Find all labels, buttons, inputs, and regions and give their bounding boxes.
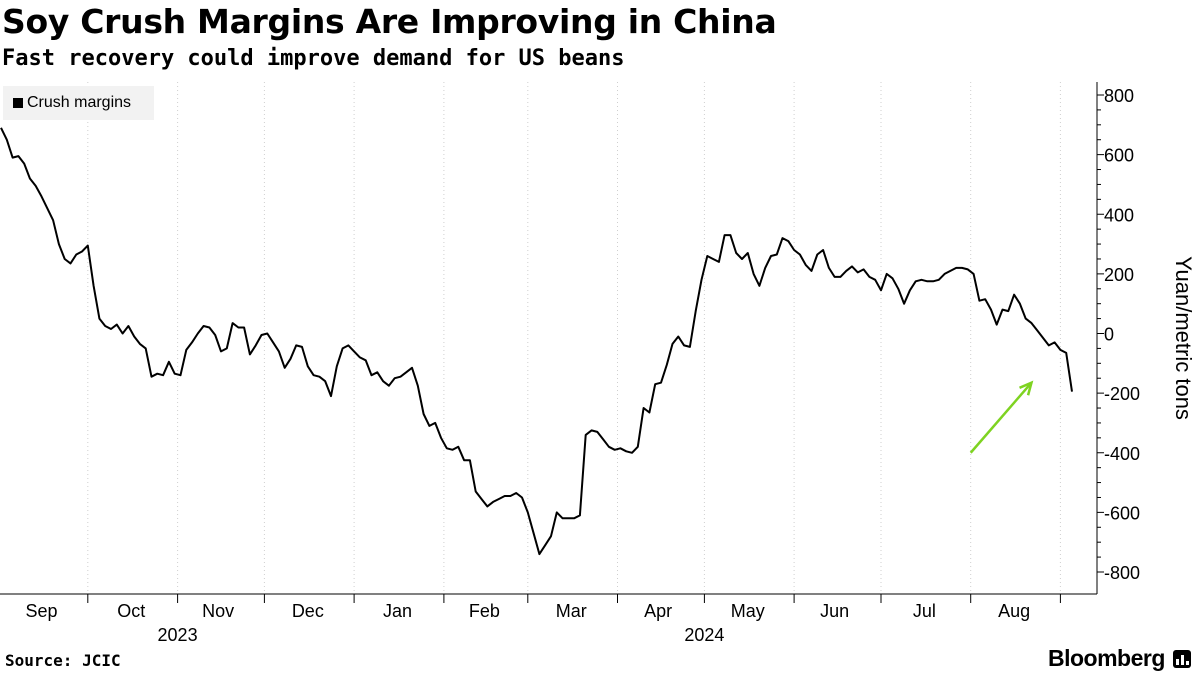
- legend-label: Crush margins: [27, 94, 132, 111]
- x-year-label: 2023: [158, 625, 198, 645]
- x-tick-label: Nov: [202, 601, 234, 621]
- legend-swatch: [13, 98, 23, 108]
- x-tick-label: Sep: [26, 601, 58, 621]
- chart-title: Soy Crush Margins Are Improving in China: [2, 2, 777, 41]
- x-tick-label: Aug: [998, 601, 1030, 621]
- y-tick-label: 600: [1104, 146, 1134, 166]
- upward-trend-arrow-icon: [969, 380, 1034, 454]
- y-tick-label: 400: [1104, 205, 1134, 225]
- x-tick-label: Apr: [644, 601, 672, 621]
- source-note: Source: JCIC: [5, 651, 121, 670]
- crush-margins-line: [0, 127, 1073, 556]
- brand-logo: Bloomberg: [1048, 645, 1191, 672]
- x-tick-label: Mar: [556, 601, 587, 621]
- x-tick-label: Dec: [292, 601, 324, 621]
- brand-name: Bloomberg: [1048, 645, 1165, 671]
- chart-subtitle: Fast recovery could improve demand for U…: [2, 46, 625, 71]
- y-tick-label: -600: [1104, 503, 1140, 523]
- y-tick-label: -800: [1104, 563, 1140, 583]
- y-tick-label: 800: [1104, 86, 1134, 106]
- x-year-label: 2024: [684, 625, 724, 645]
- x-tick-label: Jul: [913, 601, 936, 621]
- legend: Crush margins: [3, 86, 154, 120]
- y-tick-label: -400: [1104, 444, 1140, 464]
- y-tick-label: -200: [1104, 384, 1140, 404]
- arrow-head: [1019, 380, 1034, 396]
- y-axis-label: Yuan/metric tons: [1171, 256, 1196, 420]
- x-tick-label: May: [731, 601, 765, 621]
- x-tick-label: Jan: [383, 601, 412, 621]
- x-tick-label: Jun: [820, 601, 849, 621]
- x-tick-label: Oct: [117, 601, 145, 621]
- vertical-gridlines: [87, 82, 1061, 603]
- x-tick-label: Feb: [469, 601, 500, 621]
- y-axis-ticks: -800 -600 -400 -200 0 200 400 600 800: [1097, 86, 1140, 583]
- arrow-shaft: [969, 381, 1033, 454]
- x-axis-labels: Sep Oct Nov Dec Jan Feb Mar Apr May Jun Jul Aug 2023…: [26, 601, 1031, 645]
- y-tick-label: 200: [1104, 265, 1134, 285]
- bloomberg-chart-icon: [1172, 649, 1191, 668]
- y-tick-label: 0: [1104, 325, 1114, 345]
